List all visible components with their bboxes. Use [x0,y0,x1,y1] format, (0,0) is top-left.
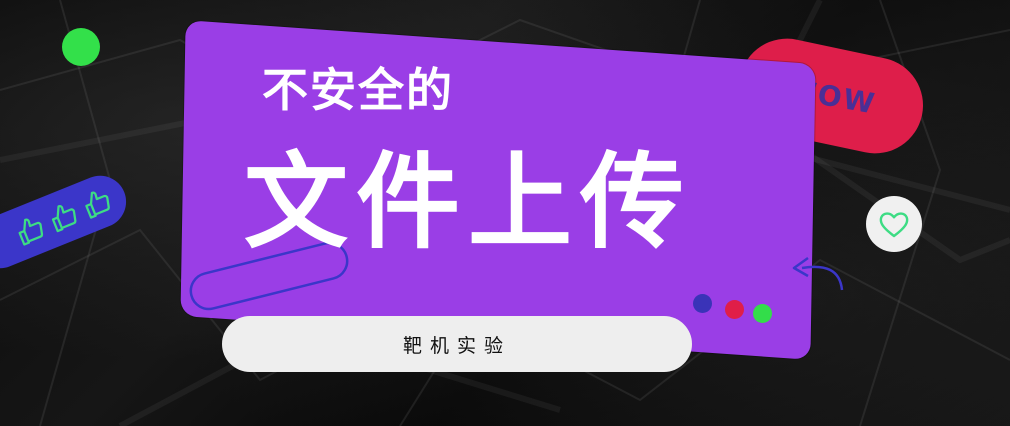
green-small-dot [753,304,772,323]
likes-badge [0,167,134,277]
subtitle-pill: 靶机实验 [222,316,692,372]
thumbs-up-icon [85,191,110,219]
green-dot [62,28,100,66]
heart-badge [866,196,922,252]
title-line2: 文件上传 [244,141,693,263]
thumbs-up-icon [18,218,44,246]
heart-icon [879,212,909,238]
subtitle-text: 靶机实验 [402,334,511,357]
pill-outline-decoration [189,241,349,311]
thumbs-up-icon [51,205,77,233]
title-line1: 不安全的 [262,63,454,117]
blue-dot [693,294,712,313]
red-dot [725,300,744,319]
curved-arrow-icon [792,256,844,291]
